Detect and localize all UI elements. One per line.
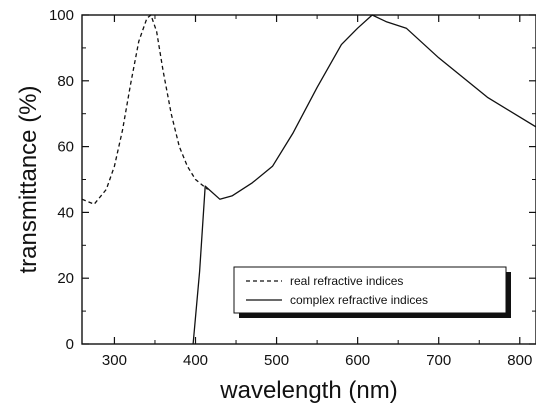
y-tick-label: 80 (57, 73, 74, 90)
series-layer (81, 14, 536, 345)
legend-label-real: real refractive indices (290, 274, 403, 288)
series-line-real (81, 14, 209, 205)
x-axis-title: wavelength (nm) (219, 377, 397, 404)
series-line-complex (192, 14, 536, 345)
y-tick-label: 60 (57, 139, 74, 156)
legend-box (233, 266, 507, 314)
x-tick-label: 600 (345, 352, 370, 369)
axis-title-layer: wavelength (nm) transmittance (%) (15, 85, 398, 404)
x-tick-label: 800 (507, 352, 532, 369)
x-tick-label: 300 (102, 352, 127, 369)
x-tick-label: 500 (264, 352, 289, 369)
y-tick-label: 100 (49, 7, 74, 24)
x-tick-label: 700 (426, 352, 451, 369)
y-tick-label: 20 (57, 270, 74, 287)
ticks-layer: 300 400 500 600 700 800 0 20 40 60 80 100 (49, 7, 536, 369)
y-tick-label: 0 (66, 336, 74, 353)
y-tick-label: 40 (57, 204, 74, 221)
legend-label-complex: complex refractive indices (290, 293, 428, 307)
legend: real refractive indices complex refracti… (233, 266, 511, 318)
x-tick-label: 400 (183, 352, 208, 369)
y-axis-title: transmittance (%) (15, 85, 42, 273)
